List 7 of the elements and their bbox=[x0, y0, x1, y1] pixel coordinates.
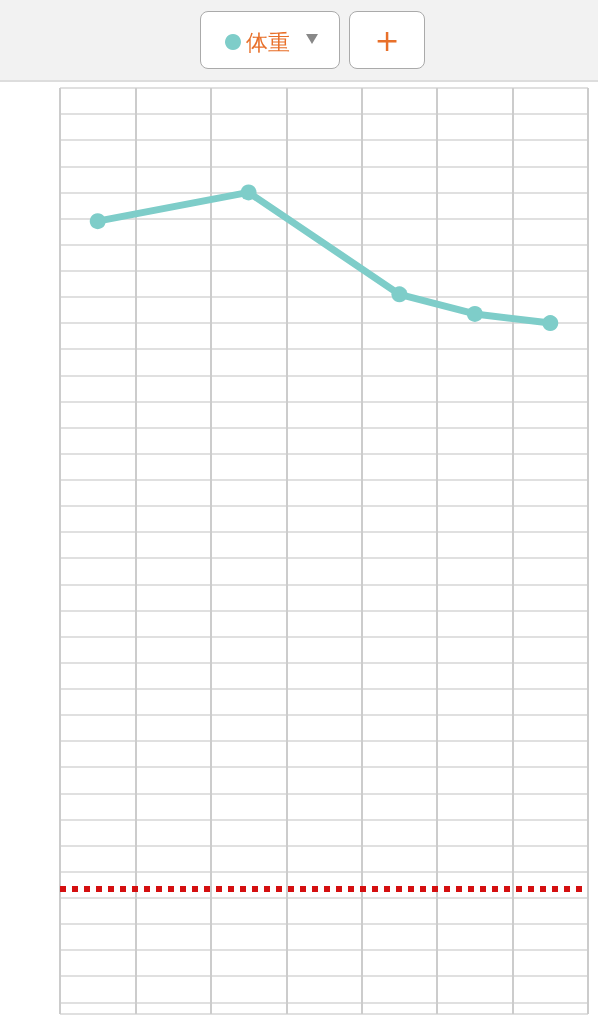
point bbox=[89, 213, 106, 230]
point bbox=[542, 315, 559, 332]
point bbox=[240, 184, 257, 201]
legend-label: 体重 bbox=[246, 29, 290, 55]
add-button: + bbox=[349, 11, 425, 69]
point bbox=[391, 286, 408, 303]
point bbox=[466, 305, 483, 322]
